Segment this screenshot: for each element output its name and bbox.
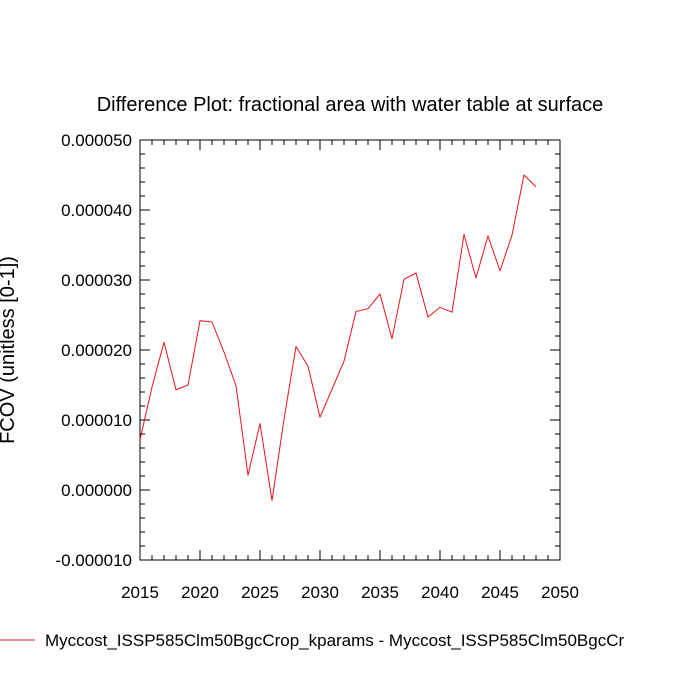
x-tick-label: 2015 [121,583,159,602]
x-tick-label: 2045 [481,583,519,602]
y-tick-label: 0.000050 [61,131,132,150]
minor-ticks [140,140,560,560]
x-tick-label: 2030 [301,583,339,602]
x-axis-ticks: 2015 2020 2025 2030 2035 2040 2045 2050 [121,140,579,602]
series-line [139,174,537,501]
legend-label: Myccost_ISSP585Clm50BgcCrop_kparams - My… [45,631,625,650]
y-axis-ticks: -0.000010 0.000000 0.000010 0.000020 0.00003… [55,131,560,570]
plot-frame [139,139,561,561]
x-tick-label: 2050 [541,583,579,602]
x-tick-label: 2040 [421,583,459,602]
series-group [139,174,537,501]
y-tick-label: 0.000000 [61,481,132,500]
y-axis-label: FCOV (unitless [0-1]) [0,256,19,444]
x-tick-label: 2020 [181,583,219,602]
y-tick-label: 0.000040 [61,201,132,220]
y-tick-label: 0.000010 [61,411,132,430]
x-tick-label: 2035 [361,583,399,602]
y-tick-label: 0.000020 [61,341,132,360]
chart-title: Difference Plot: fractional area with wa… [97,94,604,116]
legend: Myccost_ISSP585Clm50BgcCrop_kparams - My… [0,631,625,650]
y-tick-label: -0.000010 [55,551,132,570]
x-tick-label: 2025 [241,583,279,602]
y-tick-label: 0.000030 [61,271,132,290]
